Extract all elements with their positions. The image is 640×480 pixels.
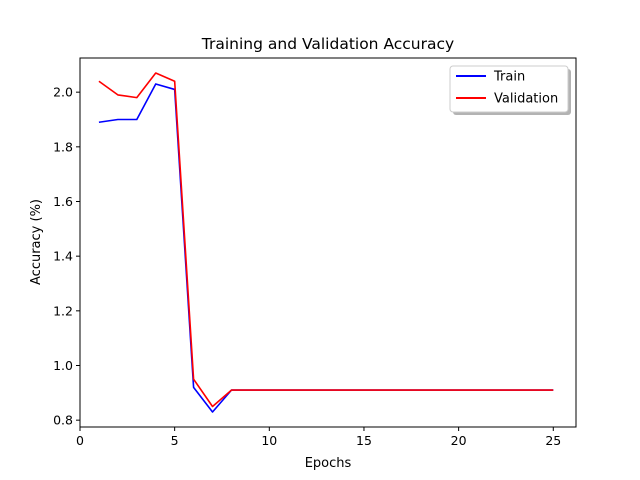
plot-frame: [79, 57, 577, 428]
x-tick-label: 10: [261, 433, 277, 448]
y-tick-label: 1.2: [53, 303, 73, 318]
x-axis-ticks: 0 5 10 15 20 25: [76, 427, 561, 448]
x-tick-label: 5: [171, 433, 179, 448]
x-tick-label: 0: [76, 433, 84, 448]
chart-title: Training and Validation Accuracy: [201, 35, 454, 53]
x-tick-label: 15: [356, 433, 372, 448]
y-tick-label: 2.0: [53, 85, 73, 100]
y-tick-label: 1.4: [53, 249, 73, 264]
legend: Train Validation: [449, 65, 571, 115]
y-tick-label: 0.8: [53, 413, 73, 428]
x-tick-label: 25: [545, 433, 561, 448]
legend-label-train: Train: [493, 70, 525, 85]
y-axis-label: Accuracy (%): [29, 199, 44, 285]
legend-label-validation: Validation: [494, 92, 558, 107]
series-line-validation: [98, 72, 554, 408]
y-tick-label: 1.0: [53, 358, 73, 373]
y-tick-label: 1.8: [53, 139, 73, 154]
y-tick-label: 1.6: [53, 194, 73, 209]
legend-box: [449, 65, 569, 113]
y-axis-ticks: 0.8 1.0 1.2 1.4 1.6 1.8 2.0: [53, 85, 80, 428]
x-tick-label: 20: [451, 433, 467, 448]
x-axis-label: Epochs: [305, 456, 352, 471]
series-layer: [98, 72, 554, 413]
plot-area: [79, 57, 577, 428]
